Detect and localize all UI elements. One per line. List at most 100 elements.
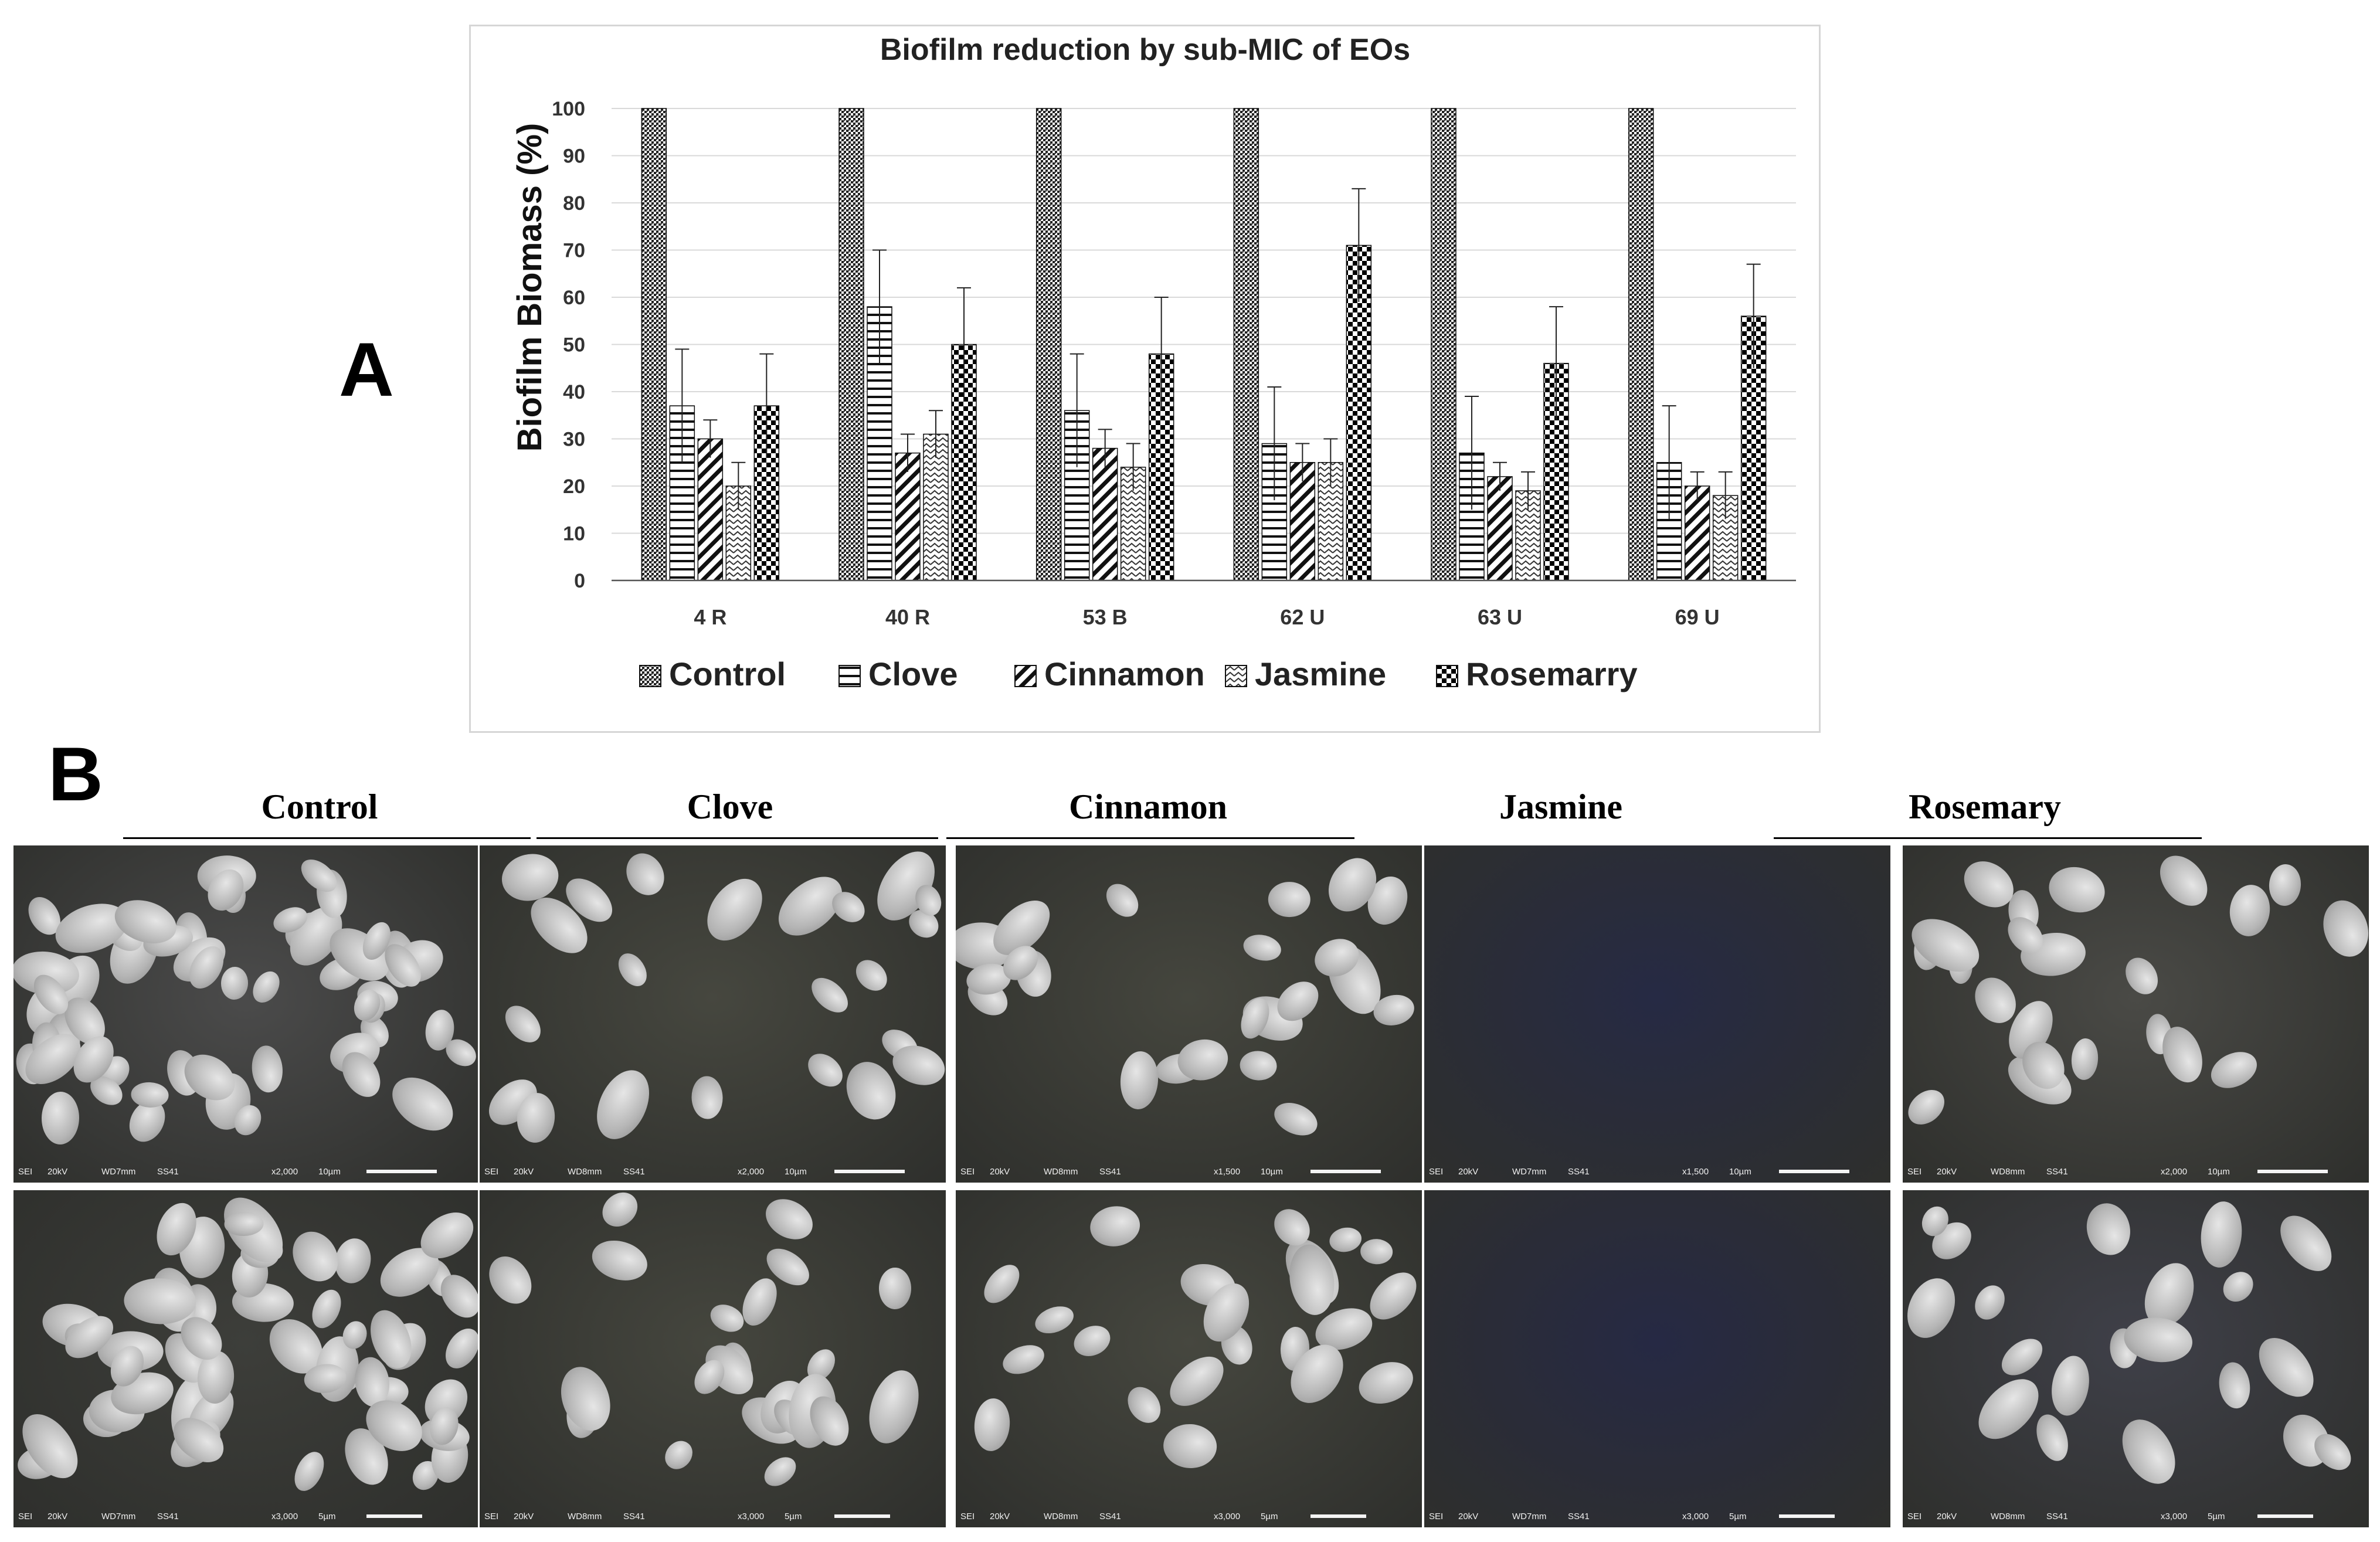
sem-scale-label: 10µm bbox=[1261, 1167, 1283, 1177]
sem-wd-label: WD8mm bbox=[1044, 1512, 1078, 1521]
yeast-cell bbox=[247, 967, 285, 1008]
sem-sei-label: SEI bbox=[1907, 1167, 1922, 1177]
bars bbox=[641, 108, 1767, 581]
error-bar bbox=[1521, 471, 1535, 510]
column-header-cinnamon: Cinnamon bbox=[1068, 787, 1228, 826]
error-bar bbox=[872, 249, 887, 364]
y-tick-label: 60 bbox=[563, 287, 585, 309]
sem-kv-label: 20kV bbox=[514, 1512, 534, 1521]
y-tick-label: 70 bbox=[563, 240, 585, 262]
sem-mag-label: x2,000 bbox=[738, 1167, 765, 1177]
sem-wd-label: WD7mm bbox=[101, 1167, 136, 1177]
sem-info-bar: SEI 20kV WD7mm SS41 x3,000 5µm bbox=[13, 1500, 478, 1527]
sem-mag-label: x3,000 bbox=[1682, 1512, 1709, 1521]
sem-sei-label: SEI bbox=[18, 1167, 33, 1177]
error-bar bbox=[1746, 263, 1761, 368]
y-tick-label: 40 bbox=[563, 381, 585, 403]
y-tick-label: 10 bbox=[563, 523, 585, 545]
legend-label: Clove bbox=[868, 655, 958, 692]
sem-ss-label: SS41 bbox=[1568, 1167, 1590, 1177]
column-header-jasmine: Jasmine bbox=[1499, 787, 1622, 826]
sem-mag-label: x1,500 bbox=[1682, 1167, 1709, 1177]
legend-item-clove: Clove bbox=[838, 655, 958, 692]
sem-kv-label: 20kV bbox=[1937, 1512, 1957, 1521]
sem-kv-label: 20kV bbox=[1458, 1512, 1479, 1521]
sem-sei-label: SEI bbox=[1907, 1512, 1922, 1521]
error-bar bbox=[901, 433, 915, 472]
sem-sei-label: SEI bbox=[18, 1512, 33, 1521]
sem-image-clove-row2: SEI 20kV WD8mm SS41 x3,000 5µm bbox=[480, 1190, 946, 1527]
scale-bar bbox=[1779, 1514, 1835, 1518]
sem-scale-label: 5µm bbox=[785, 1512, 802, 1521]
error-bar bbox=[929, 410, 943, 458]
legend-item-cinnamon: Cinnamon bbox=[1014, 655, 1205, 692]
column-header-underline bbox=[123, 837, 531, 839]
yeast-cell bbox=[619, 847, 672, 902]
x-tick-label: 4 R bbox=[694, 605, 726, 629]
yeast-cell bbox=[2119, 952, 2164, 1000]
legend-label: Cinnamon bbox=[1044, 655, 1205, 692]
sem-wd-label: WD7mm bbox=[1512, 1167, 1547, 1177]
sem-ss-label: SS41 bbox=[1099, 1512, 1121, 1521]
column-header-control: Control bbox=[261, 787, 378, 826]
sem-scale-label: 10µm bbox=[785, 1167, 807, 1177]
bar-cinnamon-4r bbox=[697, 438, 724, 581]
sem-kv-label: 20kV bbox=[1458, 1167, 1479, 1177]
yeast-cell bbox=[1903, 908, 1988, 983]
yeast-cell bbox=[2270, 1207, 2342, 1281]
sem-scale-label: 5µm bbox=[1729, 1512, 1747, 1521]
yeast-cell bbox=[2216, 1266, 2259, 1309]
sem-mag-label: x1,500 bbox=[1214, 1167, 1241, 1177]
sem-image-clove-row1: SEI 20kV WD8mm SS41 x2,000 10µm bbox=[480, 845, 946, 1183]
yeast-cell bbox=[2316, 894, 2369, 963]
error-bar bbox=[703, 419, 718, 458]
yeast-cell bbox=[850, 954, 893, 997]
yeast-cell bbox=[2205, 1045, 2263, 1095]
y-tick-label: 0 bbox=[574, 570, 585, 592]
legend-swatch bbox=[838, 665, 861, 687]
yeast-cell bbox=[2216, 1360, 2253, 1411]
yeast-cell bbox=[759, 1451, 802, 1492]
legend-item-control: Control bbox=[639, 655, 786, 692]
legend-swatch bbox=[1225, 665, 1247, 687]
yeast-cell bbox=[2226, 882, 2273, 939]
legend-item-rosemarry: Rosemarry bbox=[1436, 655, 1638, 692]
yeast-cell bbox=[1969, 1280, 2011, 1325]
yeast-cell bbox=[2081, 1198, 2136, 1260]
sem-mag-label: x2,000 bbox=[271, 1167, 298, 1177]
x-tick-label: 62 U bbox=[1280, 605, 1325, 629]
legend-item-jasmine: Jasmine bbox=[1225, 655, 1386, 692]
bar-cinnamon-63u bbox=[1487, 476, 1513, 581]
sem-wd-label: WD7mm bbox=[1512, 1512, 1547, 1521]
yeast-cell bbox=[498, 849, 563, 906]
column-header-rosemary: Rosemary bbox=[1909, 787, 2061, 826]
yeast-cell bbox=[1903, 1271, 1964, 1346]
sem-wd-label: WD7mm bbox=[101, 1512, 136, 1521]
scale-bar bbox=[2257, 1514, 2313, 1518]
sem-info-bar: SEI 20kV WD8mm SS41 x2,000 10µm bbox=[480, 1156, 946, 1183]
sem-info-bar: SEI 20kV WD8mm SS41 x1,500 10µm bbox=[956, 1156, 1422, 1183]
sem-wd-label: WD8mm bbox=[1991, 1167, 2025, 1177]
yeast-cell bbox=[1162, 1423, 1218, 1470]
y-tick-label: 50 bbox=[563, 334, 585, 356]
bar-cinnamon-40r bbox=[895, 452, 921, 581]
sem-ss-label: SS41 bbox=[1099, 1167, 1121, 1177]
yeast-cell bbox=[586, 1061, 660, 1147]
yeast-cell bbox=[2151, 846, 2217, 915]
yeast-cell bbox=[498, 999, 548, 1049]
sem-mag-label: x2,000 bbox=[2161, 1167, 2188, 1177]
error-bar bbox=[1323, 438, 1338, 486]
sem-mag-label: x3,000 bbox=[271, 1512, 298, 1521]
yeast-cell bbox=[860, 1363, 928, 1451]
sem-info-bar: SEI 20kV WD7mm SS41 x2,000 10µm bbox=[13, 1156, 478, 1183]
y-tick-label: 20 bbox=[563, 475, 585, 498]
panel-a-label: A bbox=[339, 327, 394, 412]
panel-b-label: B bbox=[48, 731, 103, 817]
scale-bar bbox=[1310, 1514, 1366, 1518]
scale-bar bbox=[366, 1514, 422, 1518]
yeast-cell bbox=[288, 1447, 330, 1496]
x-axis-ticks: 4 R 40 R 53 B 62 U 63 U 69 U bbox=[612, 579, 1796, 629]
yeast-cell bbox=[2247, 1327, 2324, 1408]
yeast-cell bbox=[382, 1067, 463, 1142]
error-bar bbox=[1295, 443, 1310, 481]
